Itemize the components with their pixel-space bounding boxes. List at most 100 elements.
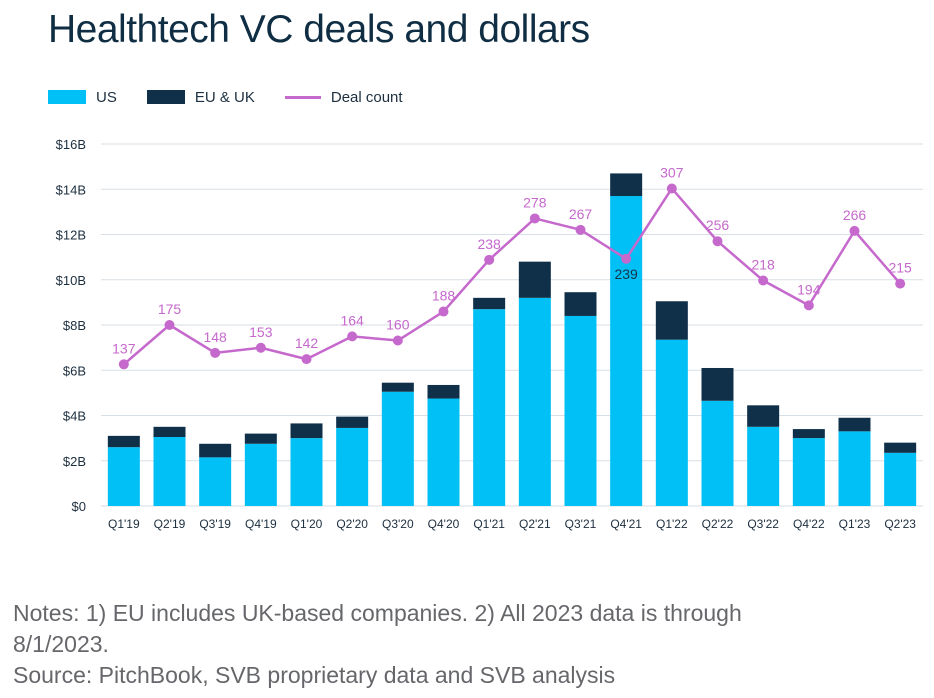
deal-count-label: 148 — [203, 329, 227, 345]
bar-us — [107, 447, 140, 506]
y-tick-label: $14B — [56, 182, 86, 197]
x-tick-label: Q1'20 — [291, 517, 323, 531]
deal-count-label: 142 — [295, 335, 319, 351]
bar-eu-uk — [655, 301, 688, 340]
deal-count-label: 194 — [797, 281, 821, 297]
deal-count-point — [210, 347, 221, 358]
deal-count-label: 239 — [614, 266, 638, 282]
bar-us — [792, 438, 825, 506]
deal-count-point — [575, 224, 586, 235]
deal-count-label: 188 — [432, 288, 456, 304]
bar-us — [838, 431, 871, 506]
y-tick-label: $0 — [72, 499, 86, 514]
deal-count-label: 215 — [888, 260, 912, 276]
stacked-bar-line-chart: $0 $2B $4B $6B $8B $10B $12B $14B $16B Q1'19 Q2'19… — [56, 137, 923, 531]
deal-count-point — [895, 278, 906, 289]
legend-swatch-us — [48, 90, 86, 104]
x-tick-label: Q4'21 — [610, 517, 642, 531]
bar-us — [199, 457, 232, 506]
bar-eu-uk — [427, 384, 460, 399]
deal-count-line — [122, 187, 902, 366]
x-tick-label: Q1'19 — [108, 517, 140, 531]
deal-count-label: 278 — [523, 194, 547, 210]
bar-us — [610, 196, 643, 506]
bar-us — [153, 436, 186, 506]
y-tick-label: $4B — [63, 409, 86, 424]
bar-us — [290, 438, 323, 506]
legend-swatch-eu-uk — [146, 90, 185, 104]
legend-label-us: US — [96, 88, 117, 106]
bar-eu-uk — [336, 416, 369, 428]
bar-us — [473, 309, 506, 506]
y-tick-label: $2B — [63, 454, 86, 469]
x-tick-label: Q3'22 — [747, 517, 779, 531]
bar-eu-uk — [381, 382, 414, 392]
y-tick-label: $16B — [56, 137, 86, 152]
deal-count-point — [164, 320, 175, 330]
bar-us — [655, 339, 688, 506]
bar-eu-uk — [792, 429, 825, 439]
bar-eu-uk — [153, 426, 186, 437]
legend-item-deal-count: Deal count — [284, 88, 403, 106]
deal-count-point — [347, 331, 358, 342]
deal-count-point — [484, 254, 495, 265]
x-tick-label: Q2'19 — [154, 517, 186, 531]
chart-notes: Notes: 1) EU includes UK-based companies… — [13, 598, 913, 691]
bar-us — [701, 400, 734, 506]
x-tick-label: Q2'23 — [884, 517, 916, 531]
x-tick-label: Q4'20 — [428, 517, 460, 531]
deal-count-point — [301, 354, 312, 365]
bar-eu-uk — [564, 292, 597, 316]
bar-us — [518, 297, 551, 506]
deal-count-point — [118, 359, 129, 370]
x-tick-label: Q2'20 — [336, 517, 368, 531]
y-tick-label: $12B — [56, 228, 86, 243]
deal-count-point — [255, 342, 266, 353]
deal-count-label: 175 — [158, 301, 182, 317]
deal-count-label: 153 — [249, 324, 273, 340]
legend-item-eu-uk: EU & UK — [146, 88, 255, 106]
chart-legend: US EU & UK Deal count — [48, 86, 433, 108]
deal-count-point — [712, 236, 723, 247]
bar-us — [884, 452, 917, 506]
deal-count-point — [438, 306, 449, 317]
bar-eu-uk — [747, 405, 780, 427]
x-tick-label: Q1'22 — [656, 517, 688, 531]
bar-eu-uk — [107, 435, 140, 448]
note-line-1: Notes: 1) EU includes UK-based companies… — [13, 600, 742, 626]
y-tick-label: $8B — [63, 318, 86, 333]
bar-eu-uk — [244, 433, 277, 444]
bar-eu-uk — [884, 442, 917, 453]
deal-count-label: 164 — [340, 312, 364, 328]
bar-us — [336, 427, 369, 506]
bar-eu-uk — [701, 367, 734, 401]
deal-count-point — [529, 213, 540, 224]
x-tick-label: Q3'20 — [382, 517, 414, 531]
deal-count-label: 160 — [386, 317, 410, 333]
x-tick-label: Q4'22 — [793, 517, 825, 531]
y-tick-label: $10B — [56, 273, 86, 288]
deal-count-point — [621, 253, 632, 264]
deal-count-point — [849, 225, 860, 236]
deal-count-label: 266 — [843, 207, 867, 223]
legend-label-deal-count: Deal count — [330, 88, 403, 106]
bar-us — [564, 315, 597, 506]
y-tick-label: $6B — [63, 363, 86, 378]
chart-title: Healthtech VC deals and dollars — [48, 8, 590, 51]
bar-us — [427, 398, 460, 506]
deal-count-label: 256 — [706, 217, 730, 233]
deal-count-label: 238 — [477, 236, 501, 252]
legend-item-us: US — [48, 89, 117, 106]
deal-count-label: 218 — [751, 257, 775, 273]
x-tick-label: Q2'21 — [519, 517, 551, 531]
source-line: Source: PitchBook, SVB proprietary data … — [13, 662, 616, 688]
x-tick-label: Q2'22 — [702, 517, 734, 531]
x-tick-label: Q4'19 — [245, 517, 277, 531]
deal-count-point — [392, 335, 403, 346]
bar-us — [747, 426, 780, 506]
bar-eu-uk — [199, 443, 232, 458]
bar-us — [244, 443, 277, 506]
legend-label-eu-uk: EU & UK — [194, 88, 255, 106]
x-tick-label: Q3'19 — [199, 517, 231, 531]
note-line-2: 8/1/2023. — [13, 631, 109, 657]
